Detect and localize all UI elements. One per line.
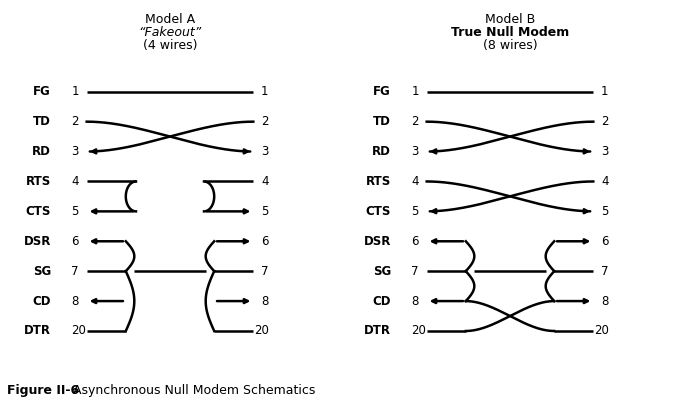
Text: 7: 7 [411,265,419,277]
Text: RTS: RTS [26,175,51,188]
Text: 6: 6 [411,235,419,248]
Text: 1: 1 [601,85,609,98]
Text: DSR: DSR [364,235,391,248]
Text: Model A: Model A [145,12,195,26]
Text: CTS: CTS [26,205,51,218]
Text: 3: 3 [71,145,79,158]
Text: 4: 4 [261,175,269,188]
Text: Asynchronous Null Modem Schematics: Asynchronous Null Modem Schematics [65,384,315,397]
Text: DTR: DTR [364,324,391,338]
Text: “Fakeout”: “Fakeout” [138,26,202,39]
Text: 20: 20 [594,324,609,338]
Text: 5: 5 [71,205,79,218]
Text: (8 wires): (8 wires) [483,39,537,53]
Text: CD: CD [33,295,51,308]
Text: 2: 2 [601,115,609,128]
Text: FG: FG [373,85,391,98]
Text: 5: 5 [601,205,609,218]
Text: 6: 6 [71,235,79,248]
Text: CD: CD [373,295,391,308]
Text: 20: 20 [411,324,426,338]
Text: 20: 20 [71,324,86,338]
Text: 3: 3 [411,145,419,158]
Text: 6: 6 [261,235,269,248]
Text: 7: 7 [261,265,269,277]
Text: 5: 5 [261,205,269,218]
Text: True Null Modem: True Null Modem [451,26,569,39]
Text: Model B: Model B [485,12,535,26]
Text: 6: 6 [601,235,609,248]
Text: 2: 2 [71,115,79,128]
Text: 7: 7 [601,265,609,277]
Text: 2: 2 [261,115,269,128]
Text: 3: 3 [261,145,269,158]
Text: DTR: DTR [24,324,51,338]
Text: 3: 3 [601,145,609,158]
Text: RTS: RTS [366,175,391,188]
Text: 8: 8 [261,295,269,308]
Text: RD: RD [32,145,51,158]
Text: 8: 8 [601,295,609,308]
Text: TD: TD [33,115,51,128]
Text: Figure II-6: Figure II-6 [7,384,79,397]
Text: 8: 8 [411,295,419,308]
Text: RD: RD [372,145,391,158]
Text: 4: 4 [411,175,419,188]
Text: 1: 1 [71,85,79,98]
Text: 4: 4 [601,175,609,188]
Text: 1: 1 [261,85,269,98]
Text: CTS: CTS [366,205,391,218]
Text: 1: 1 [411,85,419,98]
Text: 2: 2 [411,115,419,128]
Text: 4: 4 [71,175,79,188]
Text: SG: SG [373,265,391,277]
Text: SG: SG [33,265,51,277]
Text: 8: 8 [71,295,79,308]
Text: FG: FG [33,85,51,98]
Text: 5: 5 [411,205,419,218]
Text: 20: 20 [254,324,269,338]
Text: 7: 7 [71,265,79,277]
Text: (4 wires): (4 wires) [143,39,197,53]
Text: DSR: DSR [24,235,51,248]
Text: TD: TD [373,115,391,128]
